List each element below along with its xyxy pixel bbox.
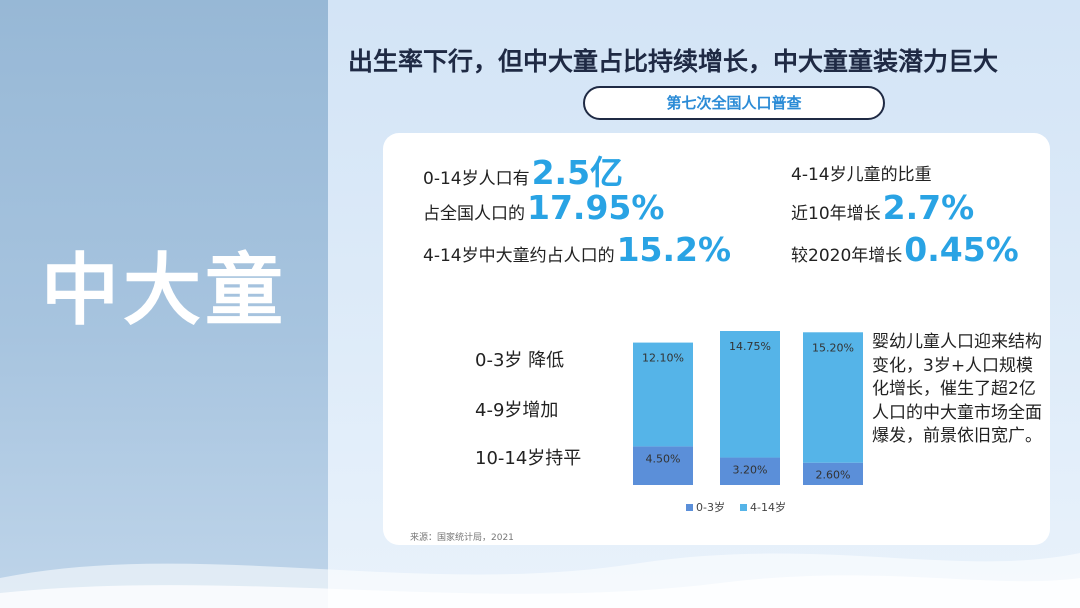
bar-4-14-2	[803, 332, 863, 463]
stat-population: 0-14岁人口有2.5亿	[423, 146, 623, 194]
label-4-14-1: 14.75%	[729, 340, 771, 353]
stat-text: 0-14岁人口有	[423, 169, 530, 189]
label-0-3-0: 4.50%	[646, 452, 681, 465]
stat-2020-growth: 较2020年增长0.45%	[791, 230, 1019, 269]
census-pill-label: 第七次全国人口普查	[583, 86, 885, 120]
label-4-14-2: 15.20%	[812, 341, 854, 354]
legend-label-0: 0-3岁	[696, 500, 725, 514]
stat-text: 占全国人口的	[423, 204, 525, 224]
bar-4-14-0	[633, 342, 693, 447]
bar-4-14-1	[720, 331, 780, 458]
bar-0-3-0	[633, 446, 693, 485]
bar-0-3-1	[720, 457, 780, 485]
stat-text: 近10年增长	[791, 204, 881, 224]
label-0-3-2: 2.60%	[816, 469, 851, 482]
stat-text: 4-14岁中大童约占人口的	[423, 246, 615, 266]
page-headline: 出生率下行，但中大童占比持续增长，中大童童装潜力巨大	[348, 47, 999, 76]
left-panel	[0, 0, 328, 608]
chart-description: 婴幼儿童人口迎来结构变化，3岁+人口规模化增长，催生了超2亿人口的中大童市场全面…	[872, 332, 1042, 446]
stat-mid-children: 4-14岁中大童约占人口的15.2%	[423, 230, 731, 269]
bar-0-3-2	[803, 462, 863, 485]
legend-swatch-0	[686, 504, 693, 511]
age-label-4-9: 4-9岁增加	[475, 400, 559, 421]
source-note: 来源：国家统计局，2021	[410, 533, 514, 543]
age-label-0-3: 0-3岁 降低	[475, 350, 565, 371]
section-title: 中大童	[40, 246, 287, 336]
stat-ratio-label: 4-14岁儿童的比重	[791, 160, 932, 185]
legend-swatch-1	[740, 504, 747, 511]
label-0-3-1: 3.20%	[733, 464, 768, 477]
stat-value: 17.95%	[527, 188, 665, 227]
legend-label-1: 4-14岁	[750, 500, 786, 514]
stat-value: 15.2%	[616, 230, 732, 269]
stat-text: 4-14岁儿童的比重	[791, 165, 932, 185]
stat-text: 较2020年增长	[791, 246, 903, 266]
stacked-bar-chart: 12.10% 4.50% 14.75% 3.20% 15.20% 2.60% 0-3岁 4-1…	[633, 331, 863, 514]
stat-value: 2.7%	[882, 188, 975, 227]
stat-value: 2.5亿	[531, 153, 624, 192]
decorative-wave	[0, 553, 1080, 608]
content-card	[383, 133, 1050, 545]
stat-share: 占全国人口的17.95%	[423, 188, 664, 227]
stat-10yr-growth: 近10年增长2.7%	[791, 188, 974, 227]
age-label-10-14: 10-14岁持平	[475, 448, 582, 469]
stat-value: 0.45%	[904, 230, 1019, 269]
label-4-14-0: 12.10%	[642, 352, 684, 365]
